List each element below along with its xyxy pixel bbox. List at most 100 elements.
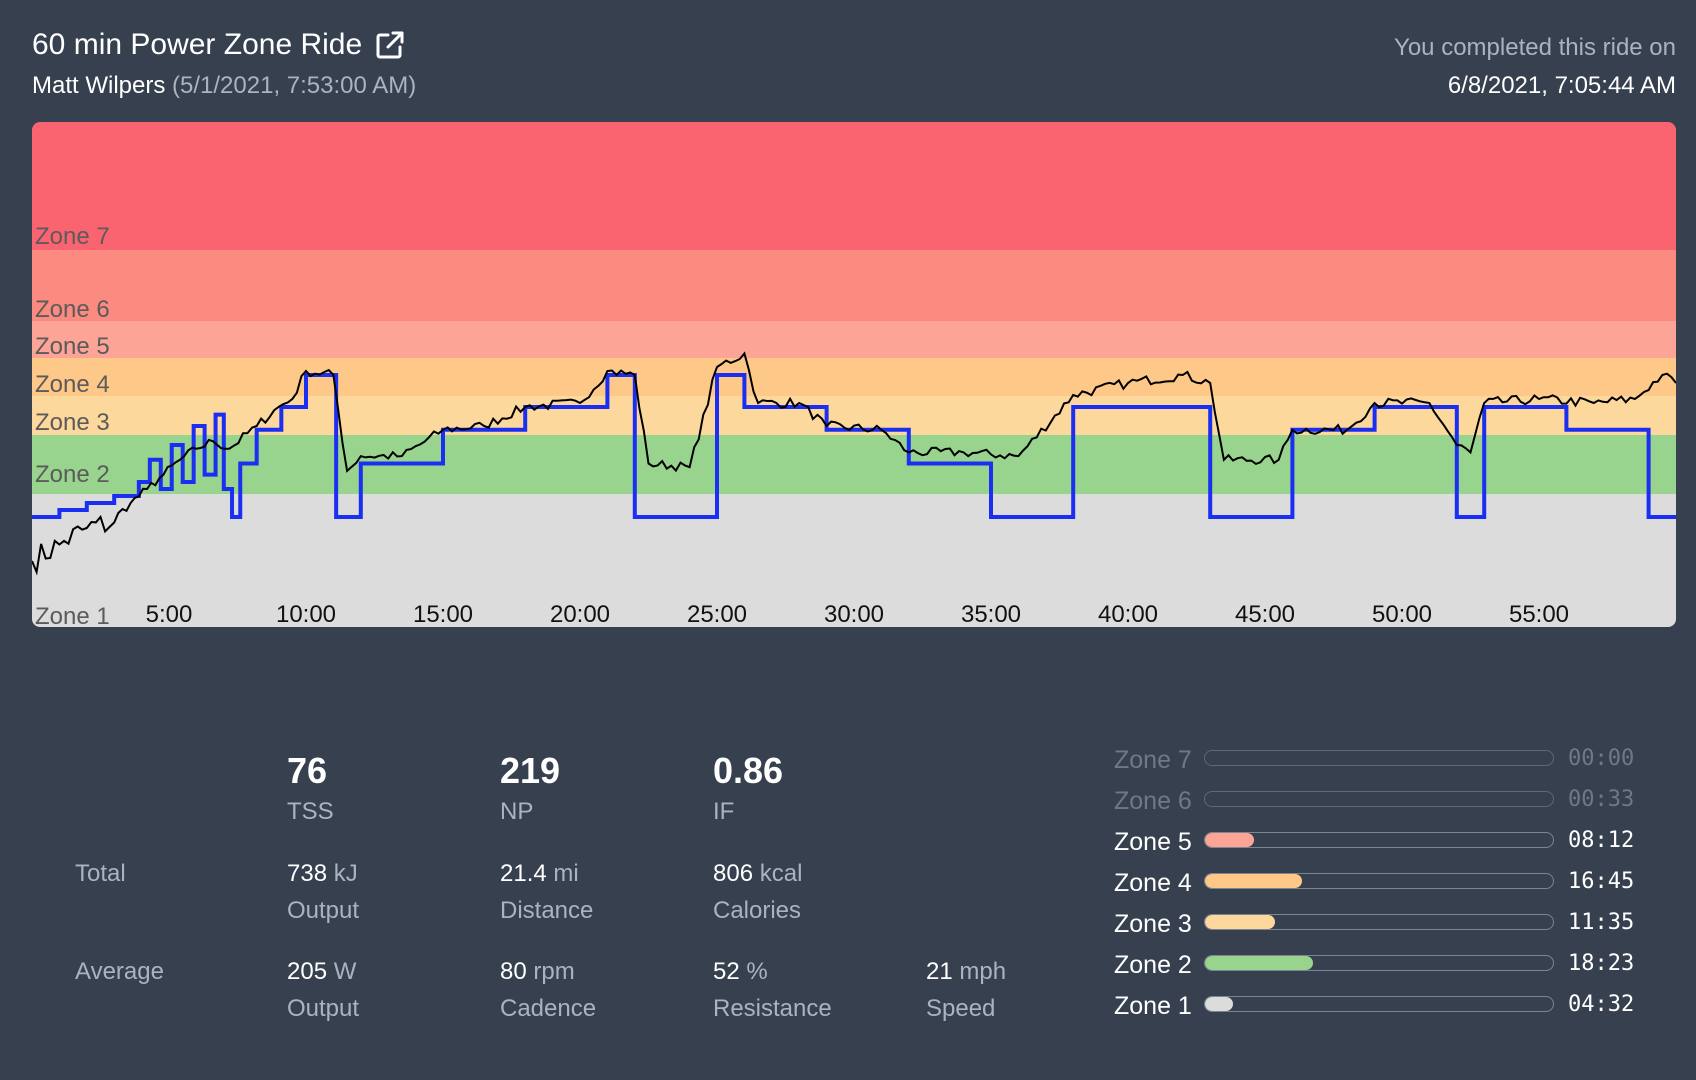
zone-row-4: Zone 4 16:45 — [1112, 865, 1672, 906]
zone-label-7: Zone 7 — [35, 223, 110, 250]
if-label: IF — [713, 798, 735, 825]
calories-unit: kcal — [759, 860, 803, 887]
zone-time-fill — [1205, 915, 1275, 929]
target-power-line — [32, 373, 1676, 519]
aired-date: (5/1/2021, 7:53:00 AM) — [172, 72, 417, 99]
actual-power-line — [32, 351, 1676, 576]
zone-time: 00:00 — [1568, 746, 1635, 771]
zone-time-fill — [1205, 833, 1254, 847]
cadence: 80 rpm — [500, 958, 575, 986]
ride-stats: 76 TSS 219 NP 0.86 IF Total 738 kJ Outpu… — [0, 740, 1100, 1040]
x-tick-label: 20:00 — [550, 601, 610, 627]
zone-band-2 — [32, 435, 1676, 494]
cadence-caption: Cadence — [500, 995, 597, 1022]
total-output-value: 738 — [287, 860, 328, 887]
zone-time-bar — [1204, 750, 1554, 766]
zone-label-4: Zone 4 — [35, 371, 110, 398]
zone-time-fill — [1205, 997, 1233, 1011]
x-tick-label: 10:00 — [276, 601, 336, 627]
zone-time-bar — [1204, 914, 1554, 930]
calories-value: 806 — [713, 860, 754, 887]
resistance-unit: % — [746, 958, 768, 985]
zone-row-7: Zone 7 00:00 — [1112, 742, 1672, 783]
avg-output-value: 205 — [287, 958, 328, 985]
zone-label-3: Zone 3 — [35, 409, 110, 436]
calories: 806 kcal — [713, 860, 802, 888]
tss-value: 76 — [287, 750, 328, 791]
ride-header: 60 min Power Zone Ride Matt Wilpers (5/1… — [32, 28, 1676, 108]
speed-unit: mph — [959, 958, 1007, 985]
resistance-value: 52 — [713, 958, 740, 985]
completed-date: 6/8/2021, 7:05:44 AM — [1447, 72, 1676, 99]
zone-name: Zone 5 — [1114, 828, 1192, 856]
distance: 21.4 mi — [500, 860, 579, 888]
zone-label-5: Zone 5 — [35, 333, 110, 360]
zone-time-bar — [1204, 996, 1554, 1012]
total-output: 738 kJ — [287, 860, 358, 888]
avg-output: 205 W — [287, 958, 356, 986]
avg-output-caption: Output — [287, 995, 360, 1022]
x-tick-label: 50:00 — [1372, 601, 1432, 627]
zone-name: Zone 6 — [1114, 787, 1192, 815]
zone-name: Zone 2 — [1114, 951, 1192, 979]
average-label: Average — [75, 958, 164, 985]
calories-caption: Calories — [713, 897, 802, 924]
zone-time: 16:45 — [1568, 869, 1635, 894]
x-tick-label: 15:00 — [413, 601, 473, 627]
zone-name: Zone 3 — [1114, 910, 1192, 938]
cadence-unit: rpm — [533, 958, 575, 985]
zone-band-5 — [32, 321, 1676, 358]
distance-unit: mi — [553, 860, 579, 887]
total-label: Total — [75, 860, 126, 887]
if-value: 0.86 — [713, 750, 784, 791]
x-tick-label: 35:00 — [961, 601, 1021, 627]
zone-row-3: Zone 3 11:35 — [1112, 906, 1672, 947]
zone-row-5: Zone 5 08:12 — [1112, 824, 1672, 865]
np-label: NP — [500, 798, 534, 825]
zone-time: 18:23 — [1568, 951, 1635, 976]
completed-label: You completed this ride on — [1394, 34, 1676, 61]
zone-time: 00:33 — [1568, 787, 1635, 812]
x-tick-label: 40:00 — [1098, 601, 1158, 627]
resistance-caption: Resistance — [713, 995, 832, 1022]
zone-time-fill — [1205, 956, 1313, 970]
zone-time-bar — [1204, 832, 1554, 848]
zone-band-6 — [32, 250, 1676, 321]
zone-band-7 — [32, 122, 1676, 250]
x-tick-label: 5:00 — [146, 601, 193, 627]
external-link-icon[interactable] — [374, 29, 406, 61]
zone-distribution: Zone 7 00:00 Zone 6 00:33 Zone 5 08:12 Zone 4 1… — [1112, 742, 1672, 1029]
speed-value: 21 — [926, 958, 953, 985]
x-tick-label: 25:00 — [687, 601, 747, 627]
zone-row-1: Zone 1 04:32 — [1112, 988, 1672, 1029]
speed: 21 mph — [926, 958, 1006, 986]
x-tick-label: 45:00 — [1235, 601, 1295, 627]
distance-caption: Distance — [500, 897, 594, 924]
x-tick-label: 30:00 — [824, 601, 884, 627]
zone-name: Zone 7 — [1114, 746, 1192, 774]
power-zone-chart: Zone 1 Zone 2 Zone 3 Zone 4 Zone 5 Zone 6 Zone… — [32, 122, 1676, 627]
tss-label: TSS — [287, 798, 334, 825]
instructor-name: Matt Wilpers — [32, 72, 166, 99]
speed-caption: Speed — [926, 995, 996, 1022]
zone-time-bar — [1204, 873, 1554, 889]
total-output-unit: kJ — [333, 860, 358, 887]
total-output-caption: Output — [287, 897, 360, 924]
ride-title: 60 min Power Zone Ride — [32, 28, 363, 61]
zone-label-6: Zone 6 — [35, 296, 110, 323]
zone-time: 04:32 — [1568, 992, 1635, 1017]
avg-output-unit: W — [333, 958, 357, 985]
zone-time: 08:12 — [1568, 828, 1635, 853]
zone-time-bar — [1204, 955, 1554, 971]
zone-row-6: Zone 6 00:33 — [1112, 783, 1672, 824]
distance-value: 21.4 — [500, 860, 547, 887]
zone-band-1 — [32, 494, 1676, 627]
zone-row-2: Zone 2 18:23 — [1112, 947, 1672, 988]
zone-time-bar — [1204, 791, 1554, 807]
zone-name: Zone 1 — [1114, 992, 1192, 1020]
cadence-value: 80 — [500, 958, 527, 985]
zone-time: 11:35 — [1568, 910, 1635, 935]
zone-band-4 — [32, 358, 1676, 396]
zone-label-2: Zone 2 — [35, 461, 110, 488]
zone-time-fill — [1205, 874, 1303, 888]
